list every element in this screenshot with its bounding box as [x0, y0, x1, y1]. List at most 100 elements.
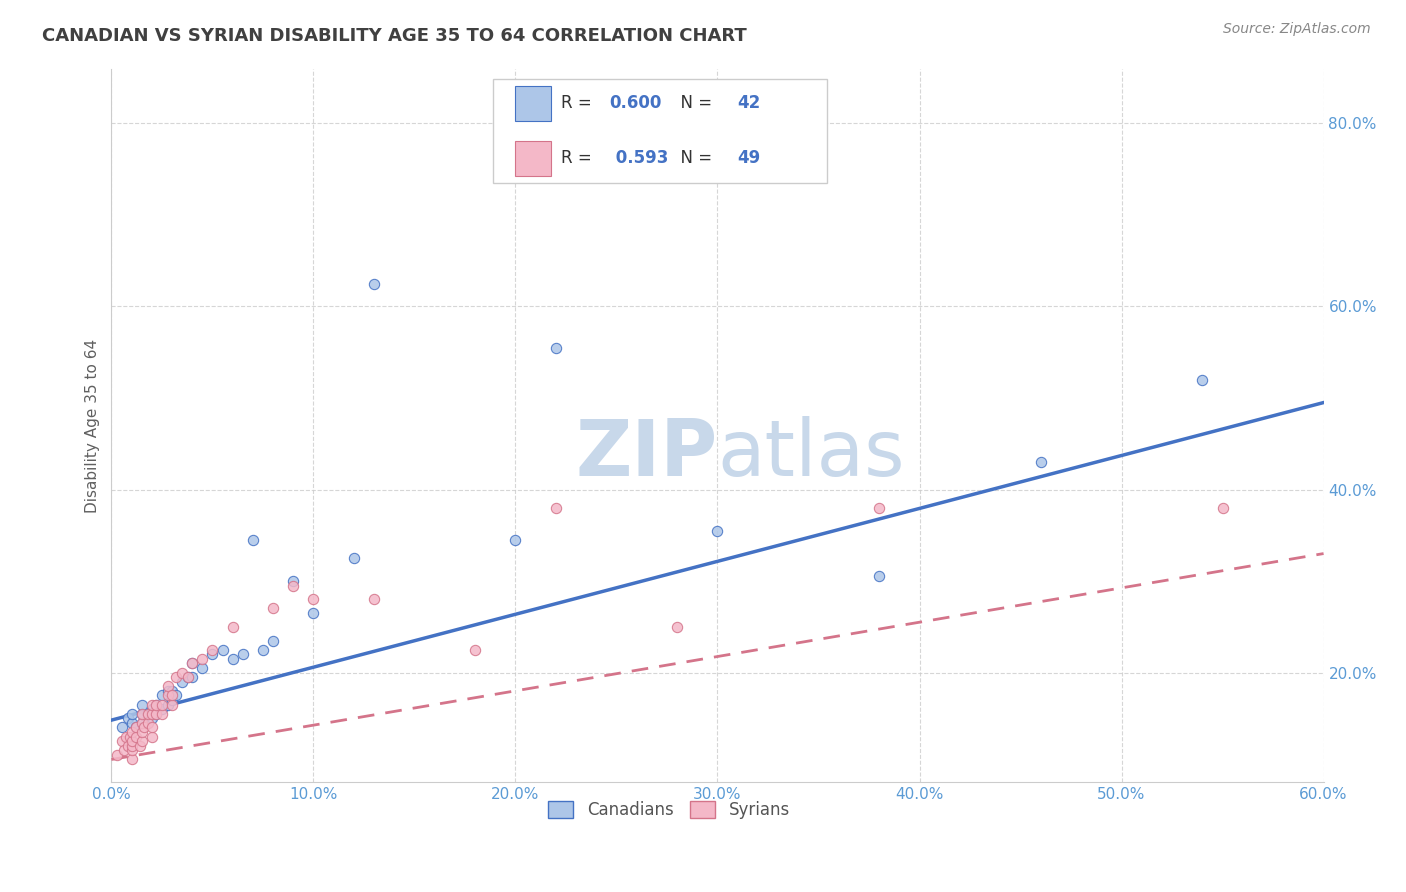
Point: [124, 721, 146, 735]
Point: [110, 734, 132, 748]
Point: [242, 533, 264, 547]
Point: [145, 698, 167, 712]
Point: [165, 670, 187, 684]
Point: [172, 665, 194, 680]
Point: [145, 706, 167, 721]
Point: [131, 706, 153, 721]
Point: [283, 578, 305, 592]
Text: R =: R =: [561, 150, 598, 168]
Point: [150, 702, 173, 716]
Point: [544, 341, 567, 355]
Point: [181, 670, 204, 684]
Point: [262, 601, 284, 615]
Point: [131, 698, 153, 712]
Point: [156, 679, 179, 693]
Point: [131, 706, 153, 721]
Point: [1212, 500, 1234, 515]
Point: [141, 730, 163, 744]
Text: 0.593: 0.593: [610, 150, 668, 168]
Text: 49: 49: [737, 150, 761, 168]
Point: [128, 739, 150, 753]
Text: CANADIAN VS SYRIAN DISABILITY AGE 35 TO 64 CORRELATION CHART: CANADIAN VS SYRIAN DISABILITY AGE 35 TO …: [42, 27, 747, 45]
Text: 0.600: 0.600: [610, 95, 662, 112]
Point: [156, 683, 179, 698]
Point: [302, 606, 325, 620]
Point: [145, 706, 167, 721]
Point: [706, 524, 728, 538]
Point: [177, 670, 200, 684]
Point: [121, 725, 143, 739]
Point: [160, 683, 183, 698]
Point: [221, 620, 243, 634]
Point: [121, 734, 143, 748]
Point: [363, 592, 385, 607]
Point: [131, 715, 153, 730]
Point: [172, 674, 194, 689]
Point: [141, 702, 163, 716]
Point: [868, 500, 890, 515]
Text: R =: R =: [561, 95, 598, 112]
Point: [145, 698, 167, 712]
Point: [156, 698, 179, 712]
Point: [117, 739, 139, 753]
Text: N =: N =: [671, 150, 717, 168]
Text: atlas: atlas: [717, 416, 905, 492]
Point: [262, 633, 284, 648]
Point: [232, 647, 254, 661]
Point: [132, 721, 155, 735]
Point: [165, 689, 187, 703]
Point: [150, 689, 173, 703]
Point: [131, 715, 153, 730]
Point: [252, 642, 274, 657]
Point: [121, 706, 143, 721]
Point: [160, 693, 183, 707]
Point: [363, 277, 385, 291]
Point: [160, 689, 183, 703]
Text: 42: 42: [737, 95, 761, 112]
Point: [110, 721, 132, 735]
Point: [156, 689, 179, 703]
Point: [112, 743, 135, 757]
Text: ZIP: ZIP: [575, 416, 717, 492]
Point: [160, 698, 183, 712]
Point: [201, 647, 224, 661]
Text: Source: ZipAtlas.com: Source: ZipAtlas.com: [1223, 22, 1371, 37]
Point: [1191, 373, 1213, 387]
Point: [283, 574, 305, 588]
Point: [124, 730, 146, 744]
Point: [666, 620, 689, 634]
Point: [114, 730, 136, 744]
Point: [121, 739, 143, 753]
Text: N =: N =: [671, 95, 717, 112]
FancyBboxPatch shape: [515, 141, 551, 176]
Point: [221, 652, 243, 666]
Point: [201, 642, 224, 657]
FancyBboxPatch shape: [494, 79, 827, 183]
Point: [136, 715, 159, 730]
Point: [505, 533, 527, 547]
Point: [211, 642, 233, 657]
Point: [150, 706, 173, 721]
Y-axis label: Disability Age 35 to 64: Disability Age 35 to 64: [86, 338, 100, 513]
Point: [464, 642, 486, 657]
Point: [1029, 455, 1052, 469]
Point: [141, 711, 163, 725]
Point: [181, 657, 204, 671]
Point: [131, 734, 153, 748]
Point: [191, 652, 214, 666]
Point: [124, 721, 146, 735]
Point: [121, 743, 143, 757]
Point: [136, 706, 159, 721]
Point: [131, 725, 153, 739]
Legend: Canadians, Syrians: Canadians, Syrians: [541, 794, 796, 825]
Point: [118, 730, 141, 744]
FancyBboxPatch shape: [515, 87, 551, 120]
Point: [141, 698, 163, 712]
Point: [121, 752, 143, 766]
Point: [141, 721, 163, 735]
Point: [544, 500, 567, 515]
Point: [191, 661, 214, 675]
Point: [868, 569, 890, 583]
Point: [177, 670, 200, 684]
Point: [141, 706, 163, 721]
